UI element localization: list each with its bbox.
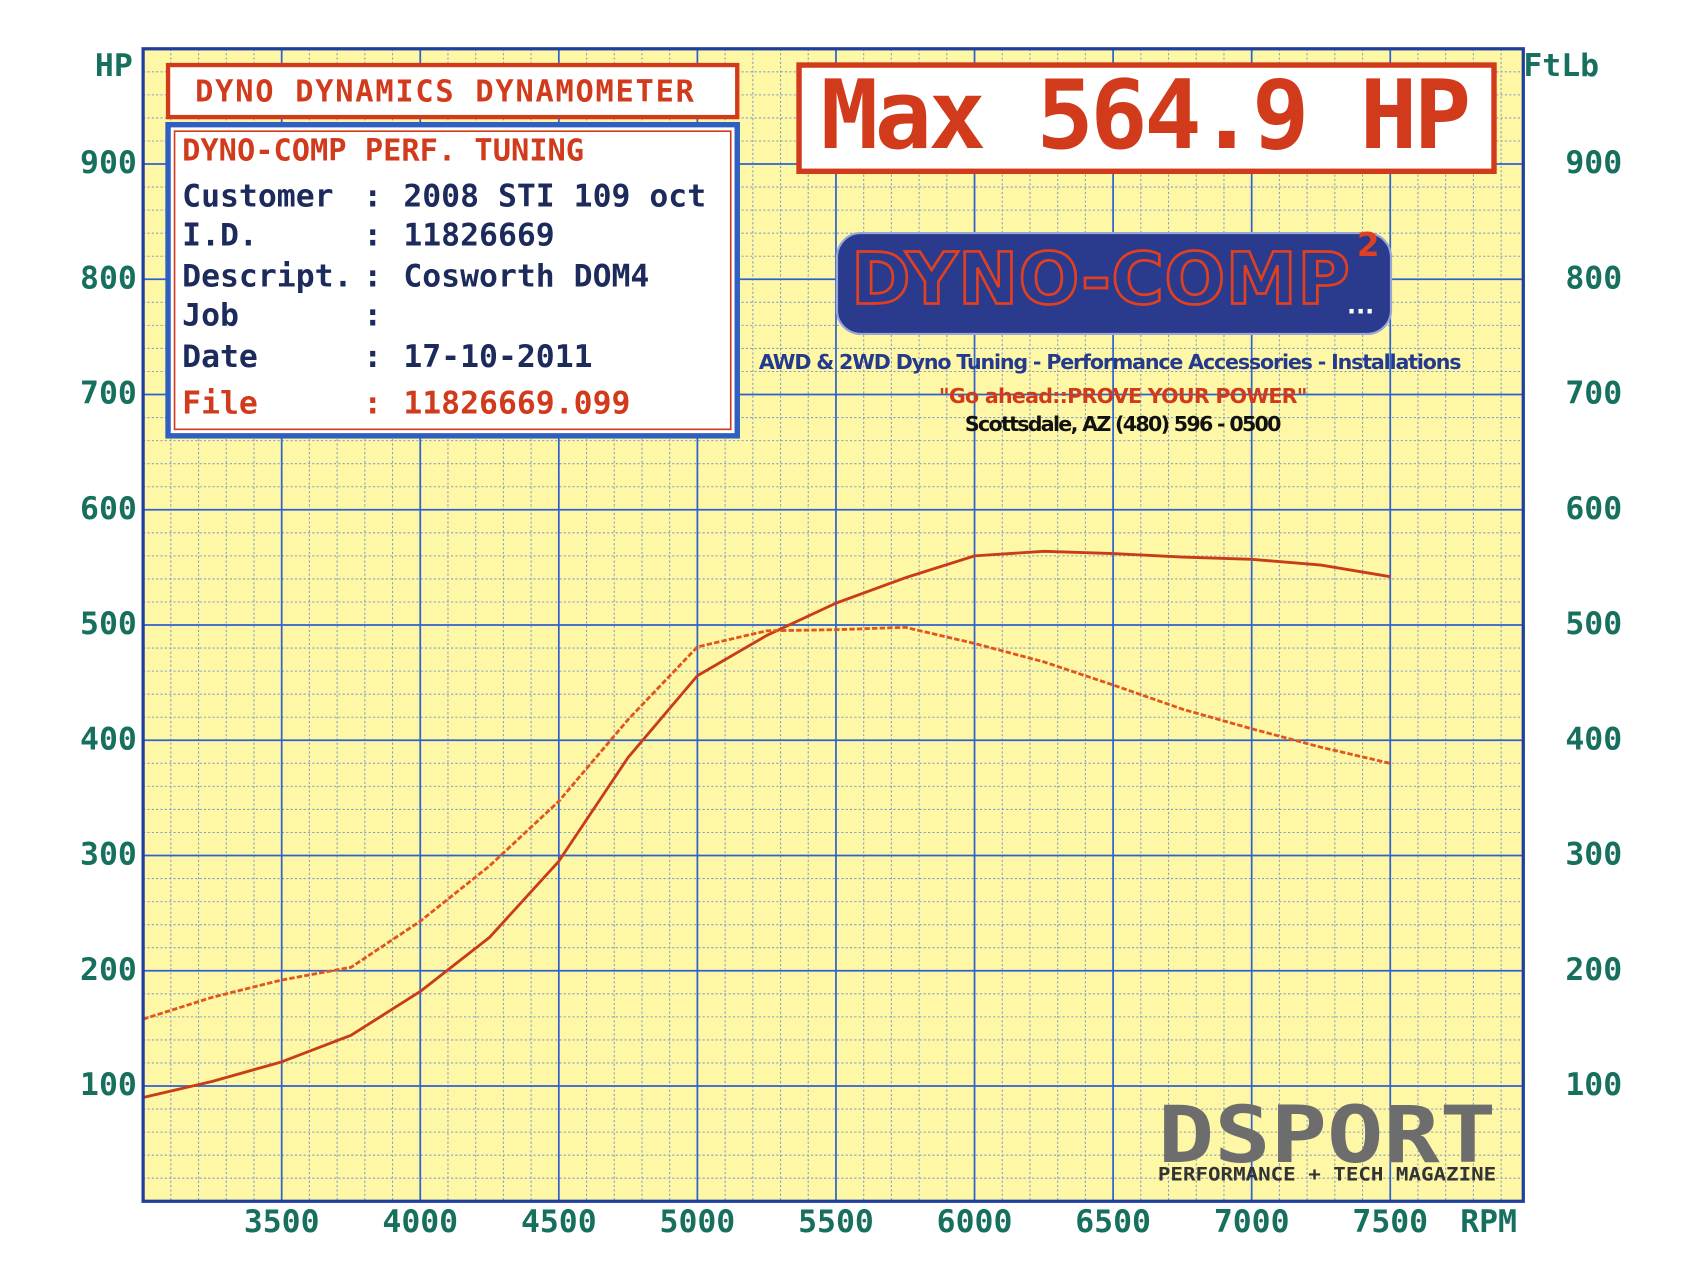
x-tick-label: 4500 bbox=[521, 1204, 597, 1240]
y2-tick-label: 100 bbox=[1565, 1067, 1622, 1103]
info-separator: : bbox=[363, 217, 382, 253]
x-tick-label: 5000 bbox=[660, 1204, 736, 1240]
y-tick-label: 500 bbox=[80, 606, 137, 642]
series-line bbox=[142, 549, 1391, 1099]
y-tick-label: 900 bbox=[80, 145, 137, 181]
title-box bbox=[165, 62, 740, 120]
y2-tick-label: 900 bbox=[1565, 145, 1622, 181]
y2-tick-label: 600 bbox=[1565, 491, 1622, 527]
y-tick-label: 200 bbox=[80, 952, 137, 988]
x-tick-label: 7500 bbox=[1352, 1204, 1428, 1240]
x-tick-label: 6500 bbox=[1075, 1204, 1151, 1240]
y2-tick-label: 800 bbox=[1565, 260, 1622, 296]
info-label: File bbox=[182, 385, 258, 421]
y2-tick-label: 500 bbox=[1565, 606, 1622, 642]
x-axis-label: RPM bbox=[1460, 1204, 1517, 1240]
info-value: Cosworth DOM4 bbox=[403, 259, 649, 295]
info-box-inner bbox=[173, 130, 732, 431]
chart-title: DYNO DYNAMICS DYNAMOMETER bbox=[195, 75, 694, 110]
info-title: DYNO-COMP PERF. TUNING bbox=[182, 133, 584, 168]
y-axis-label: HP bbox=[95, 48, 133, 84]
info-value: 2008 STI 109 oct bbox=[403, 178, 706, 214]
max-box bbox=[796, 62, 1497, 175]
y-tick-label: 400 bbox=[80, 721, 137, 757]
info-value: 11826669.099 bbox=[403, 385, 630, 421]
info-separator: : bbox=[363, 339, 382, 375]
info-label: Descript. bbox=[182, 259, 352, 295]
y2-axis-label: FtLb bbox=[1523, 48, 1599, 84]
logo-contact: Scottsdale, AZ (480) 596 - 0500 bbox=[965, 412, 1282, 436]
y-tick-label: 100 bbox=[80, 1067, 137, 1103]
logo-badge bbox=[835, 232, 1393, 336]
y-tick-label: 600 bbox=[80, 491, 137, 527]
info-separator: : bbox=[363, 178, 382, 214]
x-tick-label: 6000 bbox=[937, 1204, 1013, 1240]
watermark-subtitle: PERFORMANCE + TECH MAGAZINE bbox=[1158, 1164, 1496, 1185]
info-value: 17-10-2011 bbox=[403, 339, 592, 375]
logo-slogan: "Go ahead::PROVE YOUR POWER" bbox=[939, 384, 1308, 408]
info-label: I.D. bbox=[182, 217, 258, 253]
watermark-name: DSPORT bbox=[1158, 1091, 1496, 1181]
y-tick-label: 300 bbox=[80, 837, 137, 873]
info-label: Date bbox=[182, 339, 258, 375]
x-tick-label: 7000 bbox=[1214, 1204, 1290, 1240]
x-tick-label: 5500 bbox=[798, 1204, 874, 1240]
x-tick-label: 3500 bbox=[244, 1204, 320, 1240]
info-value: 11826669 bbox=[403, 217, 554, 253]
logo-dots: ... bbox=[1347, 291, 1374, 319]
logo-name: DYNO-COMP bbox=[851, 238, 1350, 321]
info-box bbox=[165, 121, 740, 439]
logo-superscript: 2 bbox=[1357, 226, 1380, 264]
plot-frame bbox=[141, 47, 1525, 1203]
y-tick-label: 800 bbox=[80, 260, 137, 296]
y2-tick-label: 700 bbox=[1565, 376, 1622, 412]
info-separator: : bbox=[363, 385, 382, 421]
y2-tick-label: 300 bbox=[1565, 837, 1622, 873]
series-line bbox=[142, 625, 1391, 1021]
y2-tick-label: 200 bbox=[1565, 952, 1622, 988]
logo-tagline: AWD & 2WD Dyno Tuning - Performance Acce… bbox=[759, 350, 1462, 374]
info-separator: : bbox=[363, 298, 382, 334]
y2-tick-label: 400 bbox=[1565, 721, 1622, 757]
y-tick-label: 700 bbox=[80, 376, 137, 412]
info-label: Job bbox=[182, 298, 239, 334]
max-annotation: Max 564.9 HP bbox=[821, 60, 1472, 171]
info-separator: : bbox=[363, 259, 382, 295]
info-label: Customer bbox=[182, 178, 333, 214]
x-tick-label: 4000 bbox=[382, 1204, 458, 1240]
